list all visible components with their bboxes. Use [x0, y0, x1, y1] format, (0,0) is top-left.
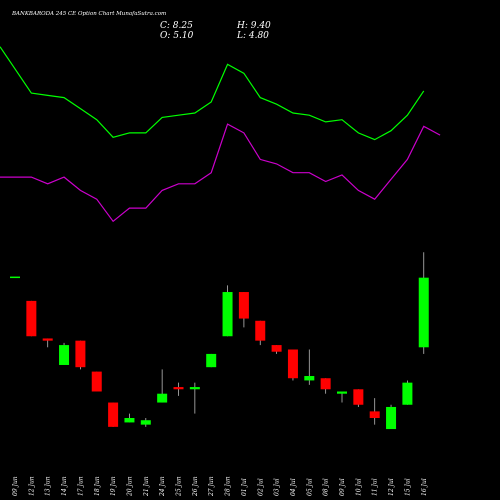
x-tick-label: 15 Jul: [404, 478, 411, 496]
x-tick-label: 08 Jul: [323, 478, 330, 496]
candle-body-down: [42, 338, 53, 341]
high-value: H: 9.40: [236, 21, 271, 31]
candle-body-up: [140, 420, 151, 425]
x-tick-label: 28 Jun: [225, 476, 232, 497]
candle-body-down: [91, 371, 102, 392]
candle-body-up: [222, 292, 233, 337]
candle-body-up: [206, 353, 217, 368]
x-tick-label: 25 Jun: [176, 476, 183, 497]
candle-body-up: [124, 418, 135, 423]
candle-body-down: [353, 389, 364, 405]
candle-body-up: [304, 376, 315, 381]
x-tick-label: 13 Jun: [45, 476, 52, 496]
candle-body-up: [189, 387, 200, 390]
candle-body-down: [108, 402, 119, 427]
candle-body-down: [238, 292, 249, 319]
low-value: L: 4.80: [236, 31, 269, 41]
x-tick-label: 12 Jul: [388, 478, 395, 496]
candle-body-down: [255, 320, 266, 341]
x-tick-label: 05 Jul: [306, 478, 313, 496]
x-tick-label: 21 Jun: [143, 476, 150, 497]
candle-body-down: [173, 387, 184, 390]
x-tick-label: 18 Jun: [94, 476, 101, 496]
candle-body-up: [402, 382, 413, 405]
lower-band-line: [0, 123, 441, 223]
close-value: C: 8.25: [160, 21, 193, 31]
candle-body-down: [271, 345, 282, 352]
x-tick-label: 19 Jun: [110, 476, 117, 496]
candle-body-up: [337, 391, 347, 394]
x-tick-label: 09 Jul: [339, 478, 346, 496]
x-tick-label: 24 Jun: [159, 476, 166, 497]
x-tick-label: 12 Jun: [28, 476, 35, 496]
chart-title: BANKBARODA 245 CE Option Chart MunafaSut…: [11, 11, 166, 17]
candle-body-down: [287, 349, 298, 379]
bands-layer: [0, 46, 441, 223]
x-tick-label: 26 Jun: [192, 476, 199, 497]
x-tick-label: 10 Jul: [355, 478, 362, 496]
upper-band-line: [0, 46, 425, 141]
x-tick-label: 16 Jul: [421, 478, 428, 496]
candles-layer: [10, 252, 429, 430]
candle-body-down: [75, 340, 86, 368]
candle-body-up: [157, 393, 168, 403]
candle-body-up: [10, 276, 20, 279]
candle-body-up: [386, 406, 397, 430]
x-tick-label: 27 Jun: [208, 476, 215, 497]
x-tick-label: 09 Jun: [12, 476, 19, 496]
open-value: O: 5.10: [160, 31, 194, 41]
x-tick-label: 03 Jul: [274, 478, 281, 496]
x-tick-label: 04 Jul: [290, 478, 297, 496]
candle-body-down: [369, 411, 380, 419]
candle-body-down: [320, 378, 331, 390]
x-tick-label: 11 Jul: [372, 478, 379, 496]
x-axis-labels: 09 Jun 12 Jun 13 Jun 14 Jun 17 Jun 18 Jun 19 J…: [12, 476, 428, 497]
x-tick-label: 20 Jun: [126, 476, 133, 497]
candle-body-down: [26, 300, 37, 337]
candle-body-up: [59, 345, 70, 365]
x-tick-label: 02 Jul: [257, 478, 264, 496]
x-tick-label: 01 Jul: [241, 478, 248, 496]
candle-body-up: [418, 277, 429, 348]
x-tick-label: 17 Jun: [77, 476, 84, 496]
x-tick-label: 14 Jun: [61, 476, 68, 496]
